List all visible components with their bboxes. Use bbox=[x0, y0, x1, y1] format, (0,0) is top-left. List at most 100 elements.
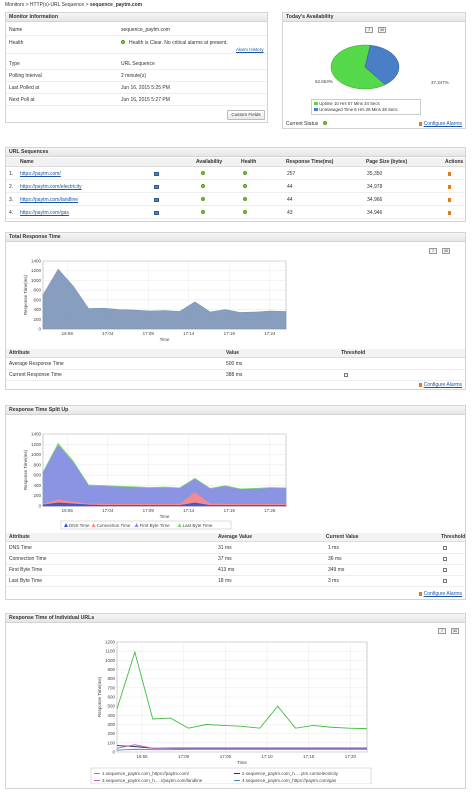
y-tick-label: 400 bbox=[107, 713, 115, 718]
legend-marker bbox=[64, 523, 68, 527]
y-tick-label: 1000 bbox=[31, 452, 42, 457]
breadcrumb-type[interactable]: HTTP(s)-URL Sequence bbox=[29, 2, 85, 8]
average-value: 31 ms bbox=[218, 545, 232, 551]
attribute-value: 500 ms bbox=[226, 361, 243, 367]
y-tick-label: 1400 bbox=[31, 259, 42, 264]
y-tick-label: 0 bbox=[38, 504, 41, 509]
url-link[interactable]: https://paytm.com/electricity bbox=[20, 184, 82, 190]
legend-unmanaged: Unmanaged Time 6 Hrs 28 Mins 38 Secs bbox=[314, 107, 418, 113]
alarm-action-icon[interactable] bbox=[448, 208, 451, 219]
y-tick-label: 1000 bbox=[31, 278, 42, 283]
individual-urls-title: Response Time of Individual URLs bbox=[6, 614, 465, 623]
legend-label: 2.sequence_paytm.com_h.....ytm.com/elect… bbox=[242, 771, 339, 776]
table-row: Connection Time 37 ms 36 ms bbox=[6, 554, 465, 565]
attribute-label: DNS Time bbox=[9, 545, 32, 551]
x-tick-label: 17:10 bbox=[261, 754, 273, 759]
y-tick-label: 500 bbox=[107, 704, 115, 709]
configure-alarms-availability[interactable]: Configure Alarms bbox=[419, 121, 462, 127]
report-icon[interactable] bbox=[154, 182, 159, 193]
info-row-type: Type URL Sequence bbox=[6, 59, 267, 70]
total-response-title: Total Response Time bbox=[6, 233, 465, 242]
response-time-value: 44 bbox=[287, 184, 293, 190]
x-tick-label: 17:05 bbox=[220, 754, 232, 759]
info-label: Last Polled at bbox=[9, 85, 40, 91]
legend-box bbox=[60, 520, 232, 530]
url-sequences-panel: URL Sequences Name Availability Health R… bbox=[5, 147, 466, 222]
legend-marker bbox=[177, 523, 182, 527]
legend-unmanaged-label: Unmanaged Time 6 Hrs 28 Mins 38 Secs bbox=[319, 107, 398, 112]
availability-up-icon bbox=[201, 208, 205, 219]
x-tick-label: 17:09 bbox=[143, 331, 155, 336]
30-days-icon[interactable]: 30 bbox=[451, 628, 459, 634]
health-clear-icon bbox=[243, 208, 247, 219]
series-line bbox=[116, 744, 367, 749]
col-response-time: Response Time(ms) bbox=[286, 159, 334, 165]
y-tick-label: 1000 bbox=[105, 658, 116, 663]
chart-legend: 1.sequence_paytm.com_https://paytm.com/2… bbox=[90, 767, 372, 784]
edit-threshold-icon[interactable] bbox=[443, 554, 447, 565]
edit-threshold-icon[interactable] bbox=[344, 370, 348, 381]
health-clear-icon bbox=[121, 38, 125, 49]
30-days-icon[interactable]: 30 bbox=[378, 27, 386, 33]
col-average: Average Value bbox=[218, 534, 253, 540]
url-sequences-title: URL Sequences bbox=[6, 148, 465, 157]
configure-alarms-total[interactable]: Configure Alarms bbox=[419, 382, 462, 388]
y-tick-label: 600 bbox=[33, 473, 41, 478]
split-up-table-header: Attribute Average Value Current Value Th… bbox=[6, 533, 465, 542]
report-icon[interactable] bbox=[154, 208, 159, 219]
url-link[interactable]: https://paytm.com/gas bbox=[20, 210, 69, 216]
y-tick-label: 200 bbox=[33, 493, 41, 498]
y-axis-label: Response Time(ms) bbox=[23, 449, 28, 490]
breadcrumb-current: sequence_paytm.com bbox=[89, 2, 143, 8]
alarm-history-link[interactable]: Alarm History bbox=[236, 47, 264, 52]
pie-slice-uptime bbox=[330, 44, 386, 90]
page-size-value: 34,966 bbox=[367, 197, 383, 203]
current-value: 1 ms bbox=[328, 545, 339, 551]
monitor-info-title: Monitor Information bbox=[6, 13, 267, 22]
current-status-label: Current Status bbox=[286, 121, 319, 127]
col-page-size: Page Size (bytes) bbox=[366, 159, 408, 165]
breadcrumb-sep: > bbox=[25, 2, 29, 8]
configure-alarms-split[interactable]: Configure Alarms bbox=[419, 591, 462, 597]
info-value: 2 minute(s) bbox=[121, 73, 147, 79]
breadcrumb-monitors[interactable]: Monitors bbox=[5, 2, 25, 8]
current-value: 36 ms bbox=[328, 556, 342, 562]
page-size-value: 35,350 bbox=[367, 171, 383, 177]
url-link[interactable]: https://paytm.com/ bbox=[20, 171, 61, 177]
y-tick-label: 0 bbox=[38, 327, 41, 332]
alarm-action-icon[interactable] bbox=[448, 182, 451, 193]
info-row-health: Health Health is Clear. No critical alar… bbox=[6, 38, 267, 54]
attribute-label: Connection Time bbox=[9, 556, 47, 562]
configure-alarms-link[interactable]: Configure Alarms bbox=[423, 382, 462, 388]
average-value: 37 ms bbox=[218, 556, 232, 562]
attribute-label: Average Response Time bbox=[9, 361, 64, 367]
legend-label: 1.sequence_paytm.com_https://paytm.com/ bbox=[102, 771, 190, 776]
breadcrumb: Monitors > HTTP(s)-URL Sequence > sequen… bbox=[5, 2, 142, 8]
pie-slice-unmanaged bbox=[364, 44, 400, 85]
7-days-icon[interactable]: 7 bbox=[429, 248, 437, 254]
y-tick-label: 800 bbox=[107, 676, 115, 681]
url-link[interactable]: https://paytm.com/landline bbox=[20, 197, 79, 203]
configure-alarms-link[interactable]: Configure Alarms bbox=[423, 591, 462, 597]
report-icon[interactable] bbox=[154, 169, 159, 180]
edit-threshold-icon[interactable] bbox=[443, 576, 447, 587]
report-icon[interactable] bbox=[154, 195, 159, 206]
alarm-action-icon[interactable] bbox=[448, 195, 451, 206]
legend-marker bbox=[91, 523, 96, 527]
7-days-icon[interactable]: 7 bbox=[365, 27, 373, 33]
alarm-action-icon[interactable] bbox=[448, 169, 451, 180]
info-value: Jun 16, 2015 5:25 PM bbox=[121, 85, 170, 91]
pie-label-up: 62.653% bbox=[315, 79, 333, 84]
configure-alarms-link[interactable]: Configure Alarms bbox=[423, 121, 462, 127]
7-days-icon[interactable]: 7 bbox=[438, 628, 446, 634]
availability-title: Today's Availability bbox=[283, 13, 465, 22]
attribute-label: Current Response Time bbox=[9, 372, 62, 378]
edit-threshold-icon[interactable] bbox=[443, 565, 447, 576]
edit-threshold-icon[interactable] bbox=[443, 543, 447, 554]
x-axis-label: Time bbox=[160, 337, 170, 342]
col-name: Name bbox=[20, 159, 34, 165]
custom-fields-button[interactable]: Custom Fields bbox=[227, 110, 265, 120]
x-tick-label: 17:15 bbox=[303, 754, 315, 759]
info-value: sequence_paytm.com bbox=[121, 27, 170, 33]
30-days-icon[interactable]: 30 bbox=[442, 248, 450, 254]
